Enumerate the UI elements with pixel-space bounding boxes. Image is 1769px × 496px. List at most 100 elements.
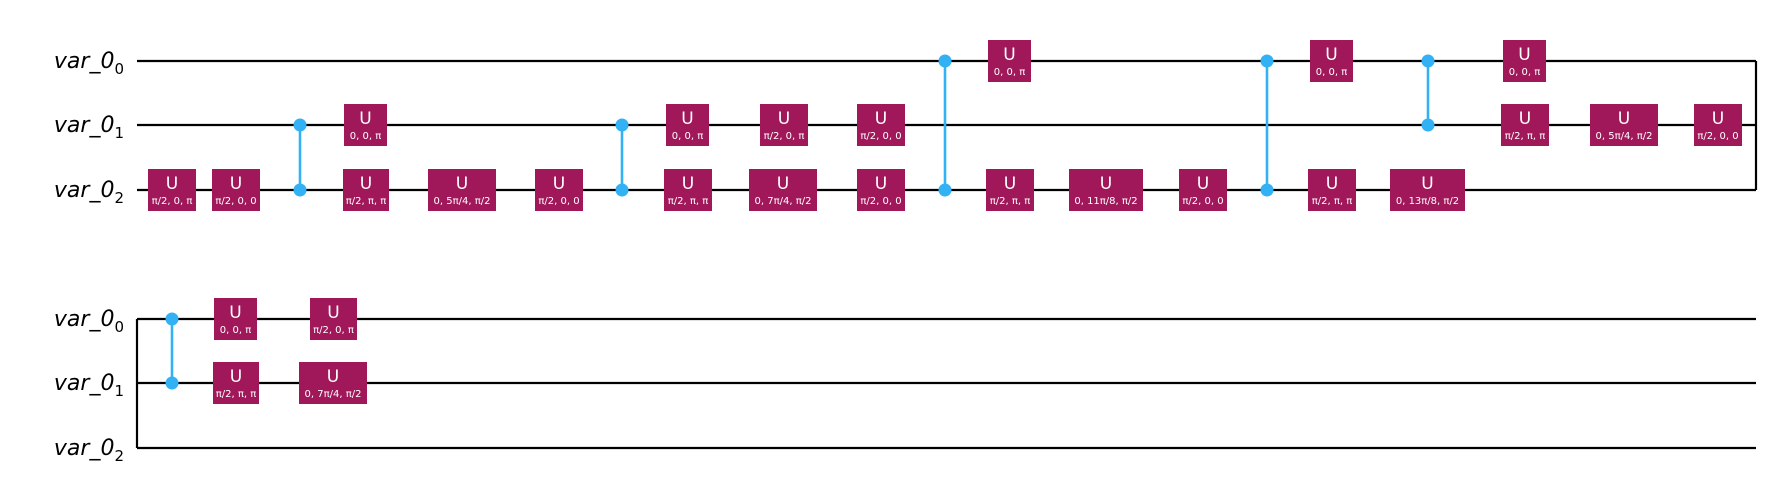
control-dot xyxy=(1421,54,1435,68)
gate-name: U xyxy=(1100,174,1112,194)
gate-params: 0, 13π/8, π/2 xyxy=(1396,196,1459,207)
gate-name: U xyxy=(230,174,242,194)
controlled-z-gate xyxy=(1260,54,1274,197)
gate-box xyxy=(213,362,259,404)
gate-box xyxy=(214,298,257,340)
gate-params: 0, 0, π xyxy=(994,67,1025,78)
u-gate: U 0, 0, π xyxy=(1310,40,1353,82)
gate-box xyxy=(1501,104,1549,146)
u-gate: Uπ/2, π, π xyxy=(664,169,712,211)
gate-box xyxy=(760,104,808,146)
gate-box xyxy=(1179,169,1227,211)
gate-box xyxy=(343,169,389,211)
gate-box xyxy=(857,104,905,146)
control-dot xyxy=(165,312,179,326)
gate-name: U xyxy=(1421,174,1433,194)
u-gate: U 0, 13π/8, π/2 xyxy=(1390,169,1465,211)
gate-name: U xyxy=(327,303,339,323)
gate-box xyxy=(857,169,905,211)
gate-params: 0, 5π/4, π/2 xyxy=(1596,131,1653,142)
gate-name: U xyxy=(456,174,468,194)
gate-params: 0, 11π/8, π/2 xyxy=(1074,196,1137,207)
gate-box xyxy=(212,169,260,211)
gate-box xyxy=(664,169,712,211)
u-gate: U 0, 7π/4, π/2 xyxy=(299,362,367,404)
gate-box xyxy=(1069,169,1143,211)
control-dot xyxy=(165,376,179,390)
qubit-label: var_02 xyxy=(54,178,124,207)
gate-params: π/2, 0, 0 xyxy=(1182,196,1223,207)
gate-name: U xyxy=(1618,109,1630,129)
gate-box xyxy=(428,169,496,211)
gate-name: U xyxy=(1326,174,1338,194)
gate-name: U xyxy=(553,174,565,194)
qubit-label: var_00 xyxy=(54,49,124,78)
gate-params: π/2, π, π xyxy=(346,196,387,207)
control-dot xyxy=(293,118,307,132)
qubit-label: var_01 xyxy=(54,113,124,142)
controlled-z-gate xyxy=(293,118,307,197)
gate-box xyxy=(148,169,196,211)
control-dot xyxy=(1421,118,1435,132)
u-gate: Uπ/2, 0, 0 xyxy=(857,169,905,211)
gate-name: U xyxy=(777,174,789,194)
gate-box xyxy=(310,298,357,340)
gate-name: U xyxy=(166,174,178,194)
gate-name: U xyxy=(682,174,694,194)
qubit-label: var_02 xyxy=(54,436,124,465)
gate-params: 0, 5π/4, π/2 xyxy=(434,196,491,207)
controlled-z-gate xyxy=(165,312,179,390)
gate-box xyxy=(666,104,709,146)
control-dot xyxy=(615,118,629,132)
gate-params: 0, 0, π xyxy=(1509,67,1540,78)
u-gate: Uπ/2, 0, π xyxy=(310,298,357,340)
control-dot xyxy=(1260,54,1274,68)
gate-params: 0, 7π/4, π/2 xyxy=(305,389,362,400)
gate-params: 0, 0, π xyxy=(672,131,703,142)
gate-params: π/2, π, π xyxy=(668,196,709,207)
gate-params: π/2, 0, 0 xyxy=(860,131,901,142)
u-gate: Uπ/2, π, π xyxy=(213,362,259,404)
gate-name: U xyxy=(1004,174,1016,194)
gate-name: U xyxy=(778,109,790,129)
gate-box xyxy=(299,362,367,404)
gate-params: π/2, 0, π xyxy=(152,196,193,207)
gate-box xyxy=(1308,169,1356,211)
gate-params: π/2, 0, π xyxy=(764,131,805,142)
gate-box xyxy=(988,40,1031,82)
gate-params: 0, 0, π xyxy=(1316,67,1347,78)
gate-name: U xyxy=(1712,109,1724,129)
gate-box xyxy=(1310,40,1353,82)
gate-params: π/2, 0, 0 xyxy=(1697,131,1738,142)
control-dot xyxy=(293,183,307,197)
control-dot xyxy=(938,54,952,68)
qubit-label: var_01 xyxy=(54,371,124,400)
gate-box xyxy=(1590,104,1658,146)
u-gate: Uπ/2, 0, 0 xyxy=(857,104,905,146)
gate-name: U xyxy=(681,109,693,129)
u-gate: U 0, 0, π xyxy=(214,298,257,340)
u-gate: U 0, 0, π xyxy=(1503,40,1546,82)
gate-name: U xyxy=(875,174,887,194)
u-gate: Uπ/2, 0, 0 xyxy=(1694,104,1742,146)
gate-name: U xyxy=(230,367,242,387)
gate-params: π/2, π, π xyxy=(990,196,1031,207)
u-gate: Uπ/2, 0, 0 xyxy=(535,169,583,211)
controlled-z-gate xyxy=(615,118,629,197)
gate-name: U xyxy=(229,303,241,323)
u-gate: U 0, 7π/4, π/2 xyxy=(749,169,817,211)
gate-box xyxy=(986,169,1034,211)
u-gate: Uπ/2, 0, 0 xyxy=(1179,169,1227,211)
gate-box xyxy=(1390,169,1465,211)
circuit-row: var_00 var_01 var_02 U0, 0, π Uπ/2, π, π Uπ/2… xyxy=(54,298,1756,465)
gate-params: π/2, π, π xyxy=(1505,131,1546,142)
gate-name: U xyxy=(1197,174,1209,194)
qubit-label: var_00 xyxy=(54,307,124,336)
gate-params: 0, 7π/4, π/2 xyxy=(755,196,812,207)
u-gate: U 0, 5π/4, π/2 xyxy=(1590,104,1658,146)
gate-box xyxy=(535,169,583,211)
u-gate: Uπ/2, π, π xyxy=(1501,104,1549,146)
gate-params: π/2, 0, 0 xyxy=(538,196,579,207)
control-dot xyxy=(615,183,629,197)
